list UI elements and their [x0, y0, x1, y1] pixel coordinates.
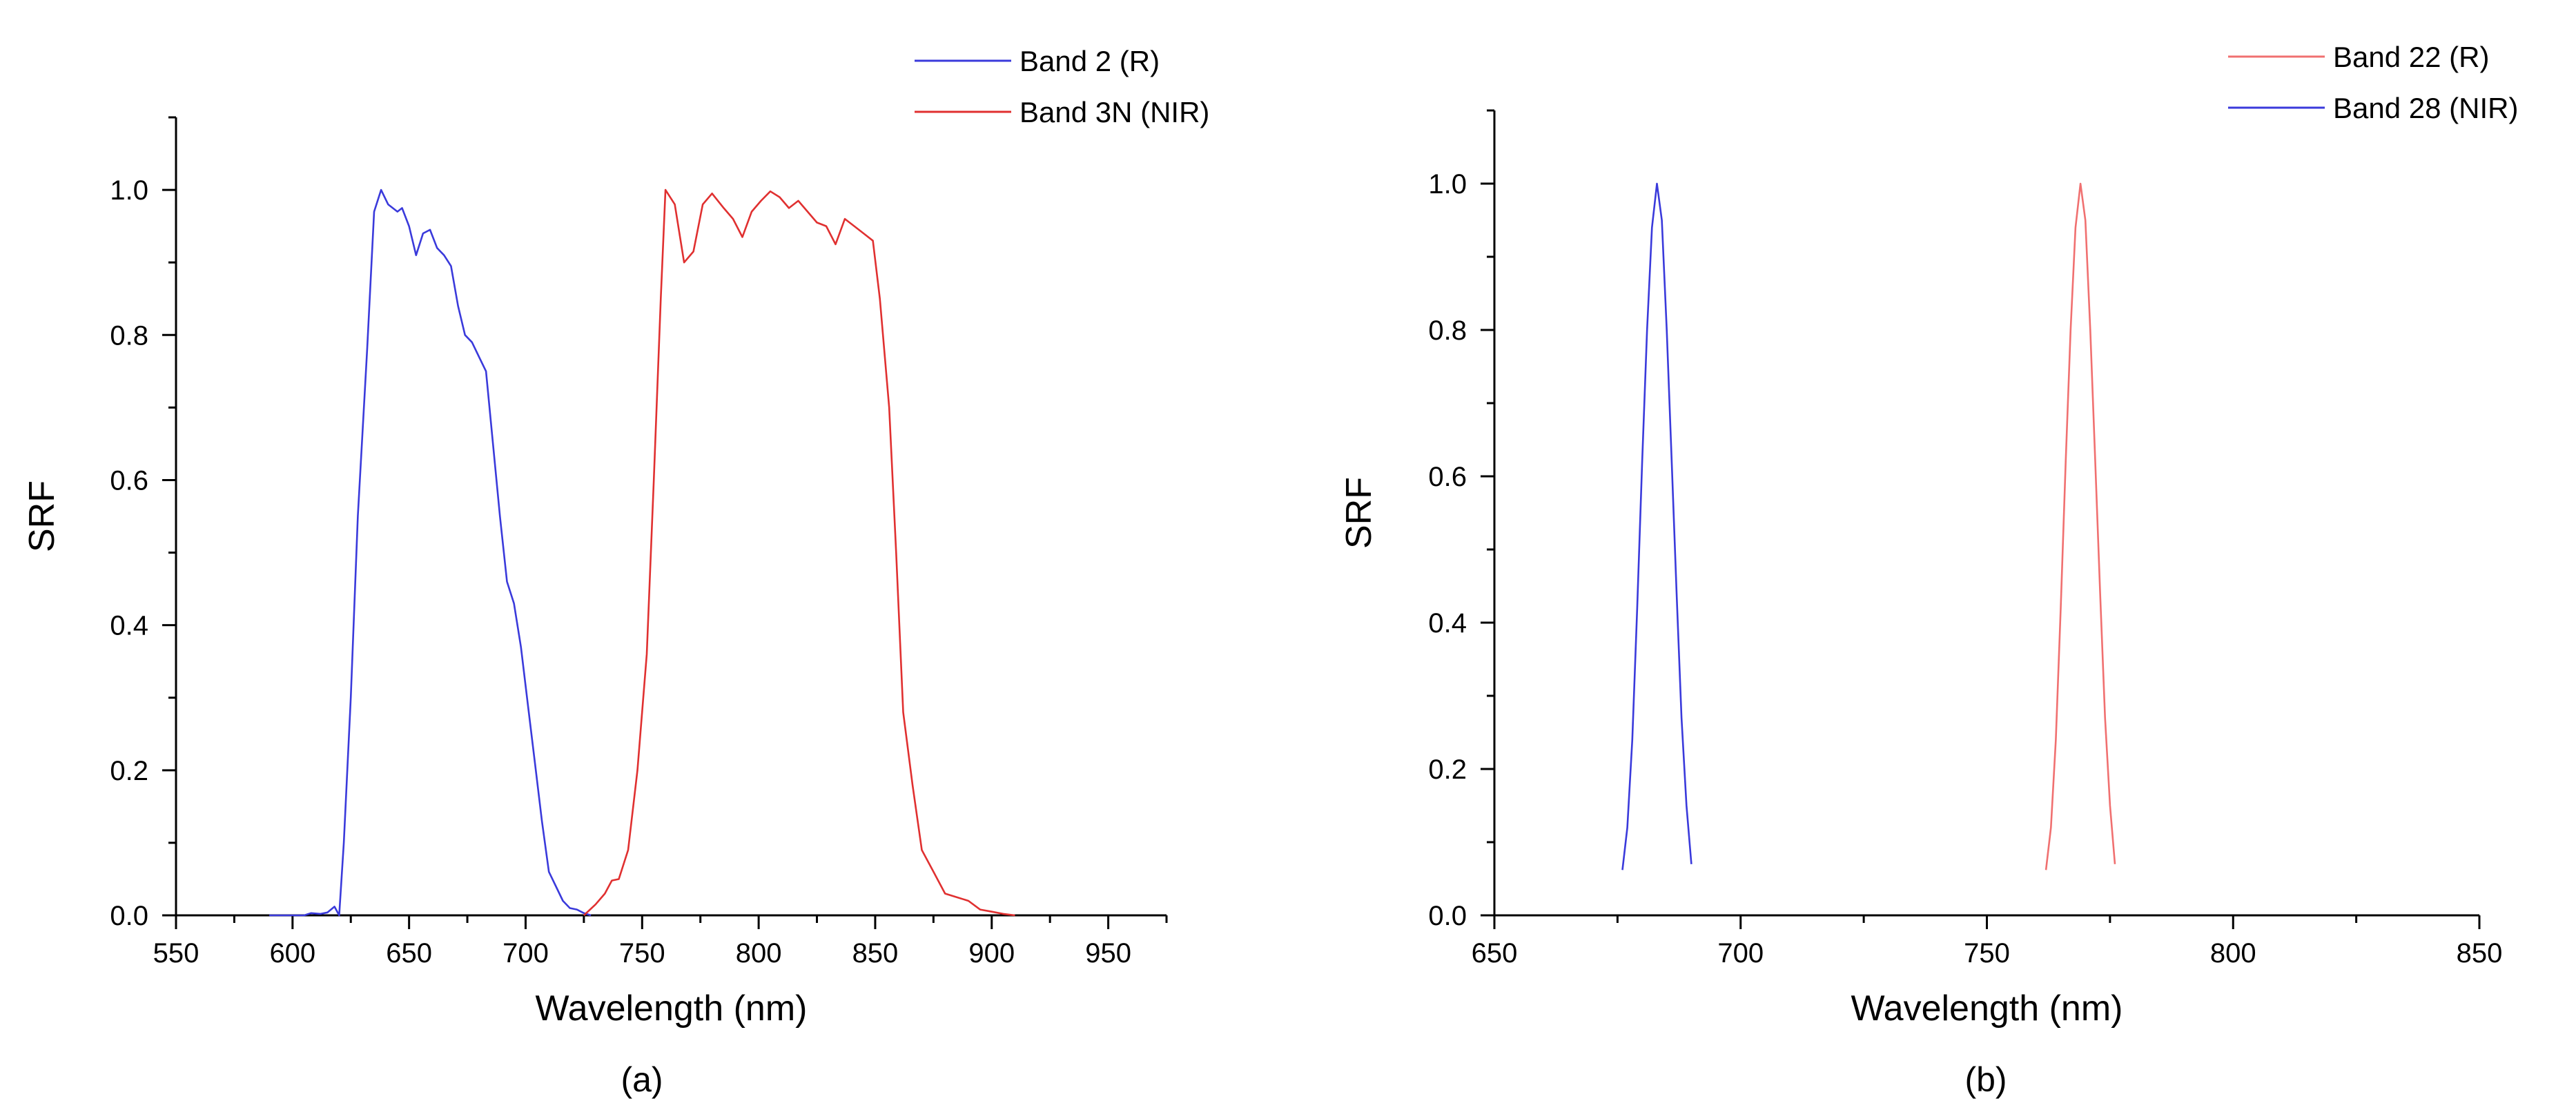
x-tick-label: 750 — [1964, 938, 2010, 968]
legend-label: Band 2 (R) — [1019, 45, 1160, 77]
x-tick-label: 650 — [386, 938, 432, 968]
series-line-2 — [583, 188, 1015, 917]
y-tick-label: 0.0 — [110, 901, 148, 931]
chart-panel-a: 550 600 650 700 750 800 850 900 950 0.0 0.2 0.4 0.6 0… — [22, 45, 1209, 1099]
y-tick-label: 0.2 — [110, 756, 148, 786]
x-tick-label: 850 — [2457, 938, 2503, 968]
x-tick-label: 700 — [502, 938, 549, 968]
x-tick-label: 650 — [1472, 938, 1518, 968]
x-tick-label: 900 — [968, 938, 1015, 968]
x-axis-title: Wavelength (nm) — [536, 989, 808, 1029]
legend-label: Band 3N (NIR) — [1019, 96, 1209, 128]
legend-label: Band 28 (NIR) — [2333, 92, 2518, 124]
x-tick-label: 600 — [269, 938, 315, 968]
x-tick-label: 700 — [1717, 938, 1764, 968]
panel-caption: (b) — [1964, 1060, 2007, 1099]
legend-label: Band 22 (R) — [2333, 41, 2489, 73]
series-line-2 — [1621, 182, 1692, 870]
x-tick-label: 800 — [2210, 938, 2256, 968]
y-tick-label: 1.0 — [110, 175, 148, 206]
y-tick-label: 0.8 — [1428, 315, 1467, 346]
panel-caption: (a) — [621, 1060, 663, 1099]
x-tick-label: 550 — [153, 938, 199, 968]
y-tick-label: 1.0 — [1428, 169, 1467, 199]
x-tick-label: 950 — [1085, 938, 1131, 968]
y-tick-label: 0.2 — [1428, 754, 1467, 785]
series-line-1 — [2045, 182, 2116, 870]
y-tick-label: 0.4 — [110, 611, 148, 641]
y-axis-title: SRF — [22, 480, 62, 552]
y-tick-label: 0.6 — [1428, 462, 1467, 492]
y-tick-label: 0.6 — [110, 465, 148, 496]
x-axis-title: Wavelength (nm) — [1851, 989, 2123, 1029]
series-line-1 — [269, 188, 592, 917]
x-tick-label: 850 — [852, 938, 899, 968]
y-tick-label: 0.8 — [110, 320, 148, 351]
y-tick-label: 0.4 — [1428, 608, 1467, 639]
x-tick-label: 750 — [619, 938, 665, 968]
x-tick-label: 800 — [736, 938, 782, 968]
y-tick-label: 0.0 — [1428, 901, 1467, 931]
chart-panel-b: 650 700 750 800 850 0.0 0.2 0.4 0.6 0.8 1.0 Wavelen… — [1339, 41, 2518, 1099]
y-axis-title: SRF — [1339, 477, 1379, 549]
